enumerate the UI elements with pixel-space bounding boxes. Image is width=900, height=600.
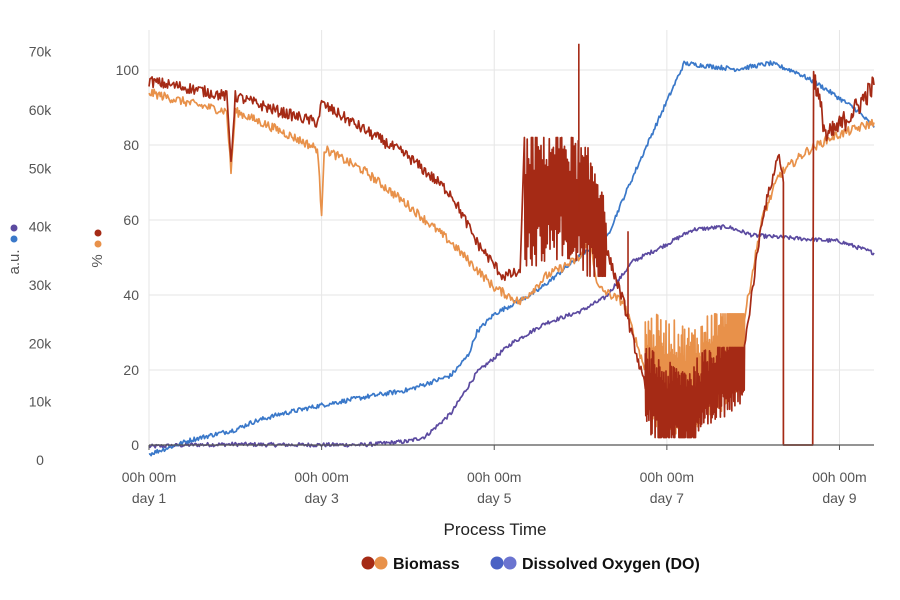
y-axis-outer-ticks: 0 10k 20k 30k 40k 50k 60k 70k	[29, 44, 53, 468]
x-tick-label-day: day 3	[304, 490, 338, 506]
x-tick-label-day: day 1	[132, 490, 166, 506]
y-inner-tick-label: 0	[131, 437, 139, 453]
legend-swatch-biomass-1	[361, 556, 375, 570]
legend-item-dissolved-oxygen: Dissolved Oxygen (DO)	[490, 556, 700, 573]
legend-swatch-biomass-2	[374, 556, 388, 570]
series-dissolved-oxygen-blue	[148, 60, 875, 457]
y-axis-outer-marker-1	[10, 224, 18, 232]
legend-swatch-do-2	[503, 556, 517, 570]
y-inner-tick-label: 60	[123, 212, 139, 228]
y-inner-tick-label: 20	[123, 362, 139, 378]
x-tick-label-time: 00h 00m	[812, 469, 866, 485]
y-axis-inner-label: %	[89, 254, 106, 267]
y-axis-inner-ticks: 0 20 40 60 80 100	[116, 62, 140, 453]
y-outer-tick-label: 30k	[29, 277, 53, 293]
legend-label-dissolved-oxygen: Dissolved Oxygen (DO)	[522, 556, 700, 573]
legend-swatch-do-1	[490, 556, 504, 570]
x-tick-label-time: 00h 00m	[122, 469, 176, 485]
x-tick-label-day: day 7	[650, 490, 684, 506]
y-axis-inner-marker-1	[94, 229, 102, 237]
x-tick-label-day: day 5	[477, 490, 511, 506]
y-inner-tick-label: 40	[123, 287, 139, 303]
series-biomass-dark	[148, 70, 875, 446]
y-outer-tick-label: 10k	[29, 394, 53, 410]
y-axis-outer-title: a.u.	[6, 224, 23, 275]
y-axis-outer-label: a.u.	[6, 249, 23, 274]
y-outer-tick-label: 20k	[29, 335, 53, 351]
series-layer	[148, 43, 875, 457]
legend-label-biomass: Biomass	[393, 556, 460, 573]
y-outer-tick-label: 0	[36, 452, 44, 468]
x-axis-title: Process Time	[444, 520, 547, 539]
x-axis-ticks: 00h 00m day 1 00h 00m day 3 00h 00m day 5 00h …	[122, 445, 867, 506]
y-outer-tick-label: 50k	[29, 160, 53, 176]
series-biomass-light	[148, 88, 875, 435]
legend-item-biomass: Biomass	[361, 556, 460, 573]
gridlines	[148, 30, 874, 445]
x-tick-label-time: 00h 00m	[294, 469, 348, 485]
legend: Biomass Dissolved Oxygen (DO)	[361, 556, 700, 573]
y-axis-inner-title: %	[89, 229, 106, 268]
y-outer-tick-label: 70k	[29, 44, 53, 60]
y-axis-outer-marker-2	[10, 235, 18, 243]
x-tick-label-day: day 9	[822, 490, 856, 506]
y-inner-tick-label: 100	[116, 62, 140, 78]
y-inner-tick-label: 80	[123, 137, 139, 153]
y-axis-inner-marker-2	[94, 240, 102, 248]
y-outer-tick-label: 60k	[29, 102, 53, 118]
x-tick-label-time: 00h 00m	[467, 469, 521, 485]
series-dissolved-oxygen-purple	[148, 224, 875, 449]
y-outer-tick-label: 40k	[29, 219, 53, 235]
x-tick-label-time: 00h 00m	[640, 469, 694, 485]
